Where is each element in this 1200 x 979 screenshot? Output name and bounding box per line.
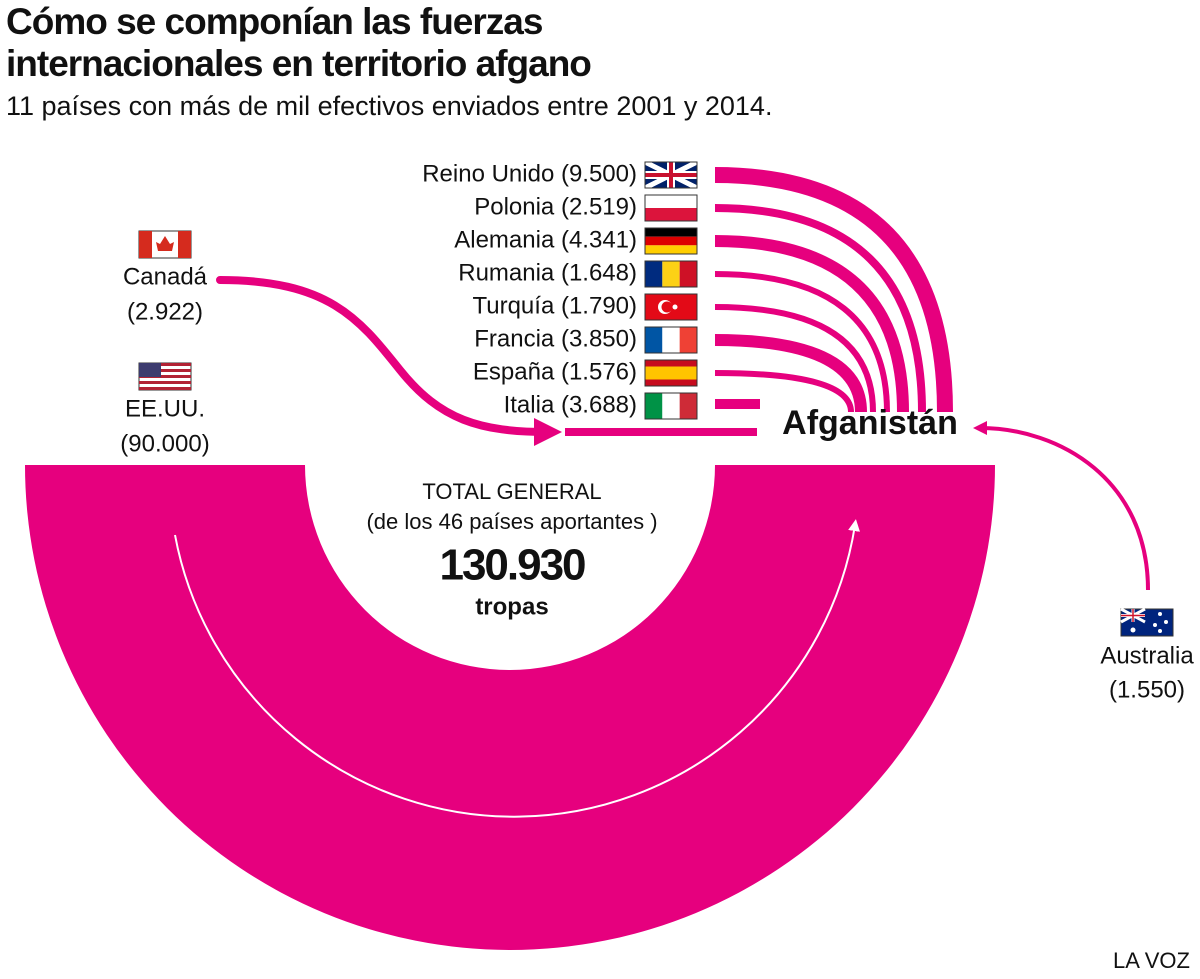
flag-border (644, 392, 698, 420)
total-note: (de los 46 países aportantes ) (366, 509, 657, 534)
flag-border (644, 161, 698, 189)
flag (644, 359, 698, 387)
flag-border (644, 194, 698, 222)
flag-part (662, 261, 680, 287)
flag-part (672, 304, 678, 310)
flag (644, 293, 698, 321)
flag-part (645, 162, 697, 188)
country-label: (2.922) (127, 298, 203, 325)
flag (643, 159, 699, 191)
total-label: TOTAL GENERAL (422, 479, 601, 504)
country-flow (714, 370, 854, 413)
flag-part (645, 236, 697, 246)
flag-part (679, 393, 697, 419)
country-flow (714, 271, 890, 413)
australia-flow (973, 421, 1150, 591)
country-label: Turquía (1.790) (472, 292, 637, 319)
country-label: Alemania (4.341) (454, 226, 637, 253)
country-label: España (1.576) (473, 358, 637, 385)
flag-part (645, 261, 663, 287)
flag-canada (138, 230, 192, 259)
title-line: internacionales en territorio afgano (6, 43, 591, 84)
source: LA VOZ (1113, 948, 1190, 973)
flag (644, 227, 698, 255)
flag-border (644, 326, 698, 354)
country-flow (714, 167, 953, 413)
country-flow (714, 235, 909, 413)
flag (644, 326, 698, 354)
total-unit: tropas (475, 593, 548, 620)
flag-part (679, 327, 697, 353)
country-label: Australia (1100, 642, 1194, 669)
flag-part (645, 195, 697, 208)
flag-part (645, 360, 697, 367)
flag-part (662, 393, 680, 419)
canada-flow (216, 276, 562, 446)
country-label: Canadá (123, 263, 208, 290)
country-flow (714, 334, 867, 413)
flag-border (644, 359, 698, 387)
flag-part (645, 393, 663, 419)
country-label: Francia (3.850) (474, 325, 637, 352)
country-label: (1.550) (1109, 676, 1185, 703)
flag-border (644, 227, 698, 255)
hub-label: Afganistán (782, 404, 958, 442)
flag (644, 260, 698, 288)
flag-part (679, 261, 697, 287)
country-flow (714, 304, 876, 413)
total-number: 130.930 (439, 541, 585, 590)
country-label: Polonia (2.519) (474, 193, 637, 220)
flag-part (645, 327, 663, 353)
flag-part (661, 301, 673, 313)
flag (644, 392, 698, 420)
flag-australia (1120, 607, 1174, 637)
country-rows: Reino Unido (9.500) Polonia (2.519) Aleman… (422, 159, 699, 420)
usa-flow (25, 465, 995, 950)
country-label: (90.000) (120, 430, 209, 457)
flag (644, 194, 698, 222)
flag-part (662, 327, 680, 353)
flag-usa (138, 362, 192, 391)
flag-part (645, 228, 697, 237)
title-line: Cómo se componían las fuerzas (6, 1, 543, 42)
flag-part (645, 379, 697, 386)
subtitle: 11 países con más de mil efectivos envia… (6, 91, 772, 121)
flow-arrow (174, 519, 860, 818)
country-label: Rumania (1.648) (458, 259, 637, 286)
flag-part (645, 208, 697, 221)
country-label: Reino Unido (9.500) (422, 160, 637, 187)
flag-part (645, 245, 697, 254)
country-flows (714, 167, 953, 413)
country-label: EE.UU. (125, 395, 205, 422)
country-flow (714, 204, 926, 413)
flag-border (644, 293, 698, 321)
country-label: Italia (3.688) (504, 391, 637, 418)
flag-border (644, 260, 698, 288)
flag-part (645, 366, 697, 373)
flag-part (645, 373, 697, 380)
